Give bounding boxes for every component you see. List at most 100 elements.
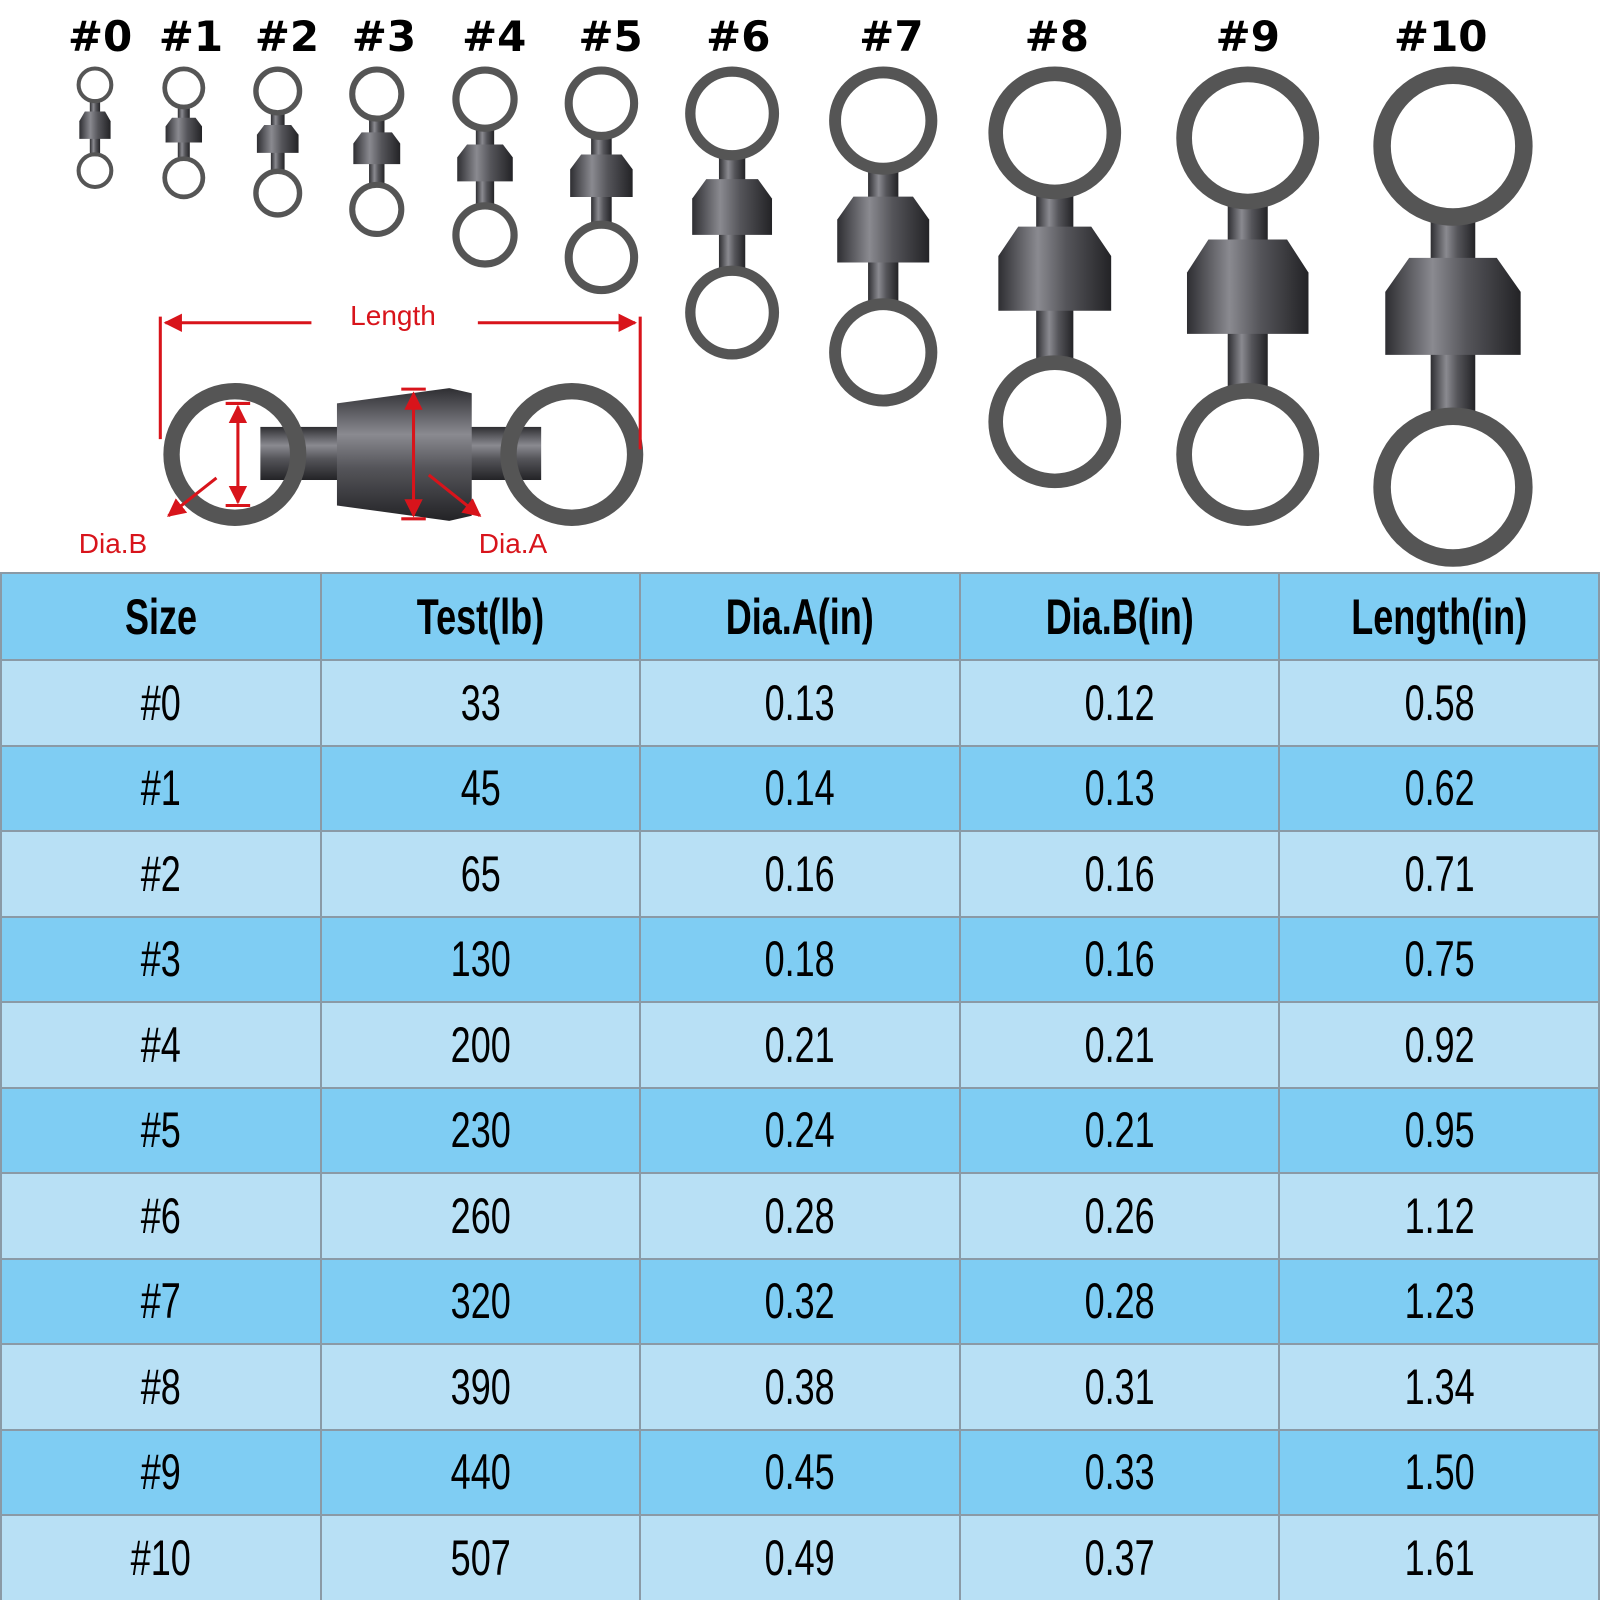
table-cell: #9: [0, 1428, 322, 1516]
swivel-1: [162, 66, 206, 200]
cell-text: 0.21: [764, 1016, 836, 1073]
size-label: #1: [158, 12, 224, 61]
cell-text: 230: [450, 1102, 511, 1159]
table-row: #0 33 0.13 0.12 0.58: [0, 659, 1600, 747]
size-label: #9: [1215, 12, 1280, 61]
size-label: #7: [859, 12, 924, 61]
table-cell: 45: [319, 744, 642, 832]
swivel-10: [1373, 66, 1533, 567]
table-cell: 0.95: [1278, 1086, 1600, 1174]
cell-text: 130: [450, 931, 511, 988]
column-header: Size: [0, 572, 322, 661]
table-cell: 65: [319, 830, 642, 918]
cell-text: 33: [460, 674, 501, 731]
cell-text: #1: [140, 760, 181, 817]
swivel-illustration: [76, 66, 1533, 567]
size-table: Size Test(lb) Dia.A(in) Dia.B(in) Length(in)…: [0, 572, 1600, 1600]
column-header-text: Dia.B(in): [1045, 588, 1194, 645]
size-label: #0: [67, 12, 133, 61]
table-cell: 1.34: [1278, 1343, 1600, 1431]
cell-text: 507: [450, 1529, 511, 1586]
cell-text: 0.21: [1084, 1102, 1155, 1159]
table-cell: 0.38: [639, 1343, 961, 1431]
table-row: #9 440 0.45 0.33 1.50: [0, 1428, 1600, 1516]
cell-text: 0.32: [764, 1273, 836, 1330]
table-cell: 0.12: [958, 659, 1281, 747]
table-cell: 507: [319, 1514, 642, 1600]
table-cell: 0.71: [1278, 830, 1600, 918]
table-cell: 0.92: [1278, 1001, 1600, 1089]
swivel-8: [988, 66, 1122, 489]
table-cell: 0.62: [1278, 744, 1600, 832]
table-cell: #7: [0, 1257, 322, 1345]
cell-text: #8: [140, 1358, 181, 1415]
cell-text: 0.71: [1404, 845, 1475, 902]
column-header-text: Test(lb): [416, 588, 545, 645]
cell-text: 1.50: [1404, 1444, 1475, 1501]
cell-text: 45: [460, 760, 501, 817]
table-cell: 1.23: [1278, 1257, 1600, 1345]
table-cell: 0.31: [958, 1343, 1281, 1431]
table-cell: 0.13: [958, 744, 1281, 832]
cell-text: 0.16: [764, 845, 836, 902]
cell-text: #6: [140, 1187, 181, 1244]
swivel-6: [685, 66, 780, 360]
table-cell: 0.33: [958, 1428, 1281, 1516]
cell-text: 1.34: [1404, 1358, 1475, 1415]
table-cell: #4: [0, 1001, 322, 1089]
table-cell: 1.12: [1278, 1172, 1600, 1260]
cell-text: 0.21: [1084, 1016, 1155, 1073]
table-cell: 0.18: [639, 915, 961, 1003]
cell-text: #3: [140, 931, 181, 988]
table-cell: #0: [0, 659, 322, 747]
column-header-text: Dia.A(in): [725, 588, 874, 645]
cell-text: 440: [450, 1444, 511, 1501]
table-cell: 0.21: [958, 1001, 1281, 1089]
size-label: #10: [1393, 12, 1488, 61]
table-row: #4 200 0.21 0.21 0.92: [0, 1001, 1600, 1089]
cell-text: #2: [140, 845, 181, 902]
size-label: #6: [706, 12, 771, 61]
table-row: #5 230 0.24 0.21 0.95: [0, 1086, 1600, 1174]
dia-a-label: Dia.A: [478, 528, 548, 559]
cell-text: 0.45: [764, 1444, 836, 1501]
cell-text: 0.62: [1404, 760, 1475, 817]
cell-text: #9: [140, 1444, 181, 1501]
cell-text: 0.16: [1084, 845, 1155, 902]
table-cell: 0.14: [639, 744, 961, 832]
table-cell: 0.58: [1278, 659, 1600, 747]
size-label: #4: [461, 12, 527, 61]
table-cell: 0.21: [958, 1086, 1281, 1174]
cell-text: 390: [450, 1358, 511, 1415]
cell-text: 0.26: [1084, 1187, 1155, 1244]
table-header-row: Size Test(lb) Dia.A(in) Dia.B(in) Length(in): [0, 572, 1600, 661]
swivel-4: [452, 66, 518, 268]
table-cell: #6: [0, 1172, 322, 1260]
table-cell: #3: [0, 915, 322, 1003]
cell-text: 0.14: [764, 760, 836, 817]
table-cell: 0.13: [639, 659, 961, 747]
cell-text: 0.16: [1084, 931, 1155, 988]
cell-text: 0.28: [1084, 1273, 1155, 1330]
cell-text: 0.33: [1084, 1444, 1155, 1501]
table-cell: 230: [319, 1086, 642, 1174]
cell-text: 0.18: [764, 931, 836, 988]
cell-text: 0.92: [1404, 1016, 1475, 1073]
table-cell: 0.49: [639, 1514, 961, 1600]
cell-text: 0.13: [764, 674, 836, 731]
swivel-3: [349, 66, 405, 237]
size-label: #2: [254, 12, 320, 61]
table-cell: 0.45: [639, 1428, 961, 1516]
cell-text: 260: [450, 1187, 511, 1244]
size-label: #5: [578, 12, 643, 61]
cell-text: 0.24: [764, 1102, 836, 1159]
table-cell: #2: [0, 830, 322, 918]
table-cell: #8: [0, 1343, 322, 1431]
cell-text: 0.95: [1404, 1102, 1475, 1159]
swivel-5: [564, 66, 639, 295]
column-header: Test(lb): [319, 572, 642, 661]
cell-text: 0.12: [1084, 674, 1155, 731]
table-row: #3 130 0.18 0.16 0.75: [0, 915, 1600, 1003]
cell-text: 0.38: [764, 1358, 836, 1415]
